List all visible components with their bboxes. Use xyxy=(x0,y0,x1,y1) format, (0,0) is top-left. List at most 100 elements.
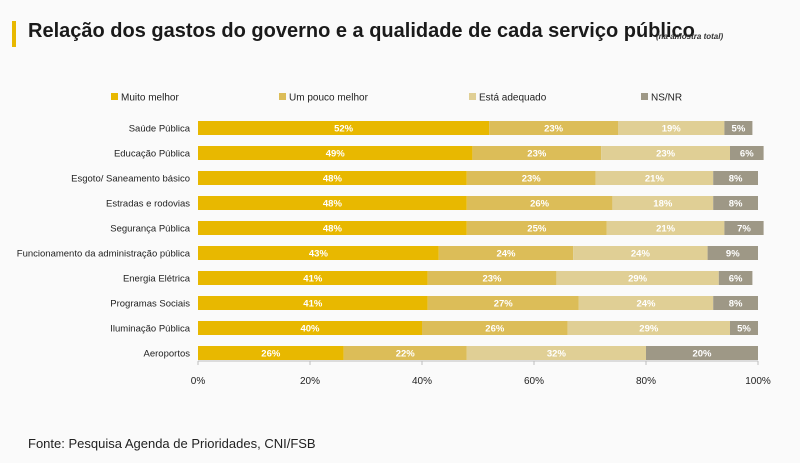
bar-segment-muito-melhor xyxy=(198,246,439,260)
data-label: 6% xyxy=(729,274,743,285)
category-label: Programas Sociais xyxy=(110,299,190,310)
data-label: 52% xyxy=(334,124,354,135)
bar-segment-um-pouco-melhor xyxy=(466,196,613,210)
data-label: 21% xyxy=(656,224,676,235)
data-label: 8% xyxy=(729,174,743,185)
legend-swatch xyxy=(111,93,118,100)
bar-segment-ns-nr xyxy=(713,171,758,185)
category-label: Educação Pública xyxy=(114,149,191,160)
bar-segment-ns-nr xyxy=(724,221,764,235)
bar-segment-esta-adequado xyxy=(606,221,725,235)
data-label: 41% xyxy=(303,299,323,310)
bar-segment-um-pouco-melhor xyxy=(427,271,557,285)
data-label: 49% xyxy=(326,149,346,160)
bar-segment-esta-adequado xyxy=(573,246,708,260)
bar-segment-um-pouco-melhor xyxy=(438,246,574,260)
bar-segment-muito-melhor xyxy=(198,296,428,310)
bar-segment-um-pouco-melhor xyxy=(343,346,467,360)
data-label: 8% xyxy=(729,299,743,310)
bar-segment-muito-melhor xyxy=(198,171,467,185)
bar-segment-ns-nr xyxy=(730,146,764,160)
bar-segment-esta-adequado xyxy=(556,271,719,285)
data-label: 25% xyxy=(527,224,547,235)
data-label: 24% xyxy=(496,249,516,260)
page-subtitle: (na amostra total) xyxy=(656,32,724,41)
data-label: 48% xyxy=(323,224,343,235)
legend-item-muito-melhor: Muito melhor xyxy=(111,93,179,104)
x-tick-label: 40% xyxy=(412,376,432,387)
data-label: 5% xyxy=(732,124,746,135)
data-label: 40% xyxy=(300,324,320,335)
bar-segment-ns-nr xyxy=(730,321,758,335)
data-label: 27% xyxy=(494,299,514,310)
data-label: 20% xyxy=(692,349,712,360)
data-label: 23% xyxy=(544,124,564,135)
bar-segment-muito-melhor xyxy=(198,346,344,360)
category-label: Aeroportos xyxy=(144,349,191,360)
data-label: 21% xyxy=(645,174,665,185)
legend-label: Está adequado xyxy=(479,93,547,104)
bar-segment-um-pouco-melhor xyxy=(466,221,607,235)
bar-segment-um-pouco-melhor xyxy=(489,121,618,135)
data-label: 29% xyxy=(639,324,659,335)
page-title: Relação dos gastos do governo e a qualid… xyxy=(28,20,695,42)
bar-segment-esta-adequado xyxy=(612,196,714,210)
data-label: 24% xyxy=(631,249,651,260)
legend-swatch xyxy=(279,93,286,100)
bar-segment-ns-nr xyxy=(713,296,758,310)
bar-segment-ns-nr xyxy=(718,271,753,285)
bar-segment-esta-adequado xyxy=(578,296,714,310)
bar-segment-esta-adequado xyxy=(618,121,725,135)
bar-segment-esta-adequado xyxy=(595,171,714,185)
bar-segment-um-pouco-melhor xyxy=(422,321,568,335)
bar-segment-esta-adequado xyxy=(567,321,730,335)
x-tick-label: 20% xyxy=(300,376,320,387)
bar-segment-esta-adequado xyxy=(466,346,646,360)
title-accent-bar xyxy=(12,21,16,47)
bar-segment-muito-melhor xyxy=(198,146,473,160)
data-label: 29% xyxy=(628,274,648,285)
legend-label: NS/NR xyxy=(651,93,682,104)
data-label: 6% xyxy=(740,149,754,160)
data-label: 23% xyxy=(527,149,547,160)
bar-segment-um-pouco-melhor xyxy=(472,146,602,160)
category-label: Energia Elétrica xyxy=(123,274,191,285)
category-label: Funcionamento da administração pública xyxy=(17,249,191,260)
bar-segment-um-pouco-melhor xyxy=(466,171,596,185)
x-tick-label: 100% xyxy=(745,376,771,387)
category-label: Segurança Pública xyxy=(110,224,190,235)
bar-segment-ns-nr xyxy=(646,346,758,360)
data-label: 24% xyxy=(636,299,656,310)
bar-segment-muito-melhor xyxy=(198,196,467,210)
data-label: 41% xyxy=(303,274,323,285)
data-label: 23% xyxy=(656,149,676,160)
legend-item-ns-nr: NS/NR xyxy=(641,93,682,104)
data-label: 9% xyxy=(726,249,740,260)
category-label: Esgoto/ Saneamento básico xyxy=(71,174,190,185)
data-label: 26% xyxy=(530,199,550,210)
bar-segment-muito-melhor xyxy=(198,271,428,285)
data-label: 7% xyxy=(737,224,751,235)
data-label: 26% xyxy=(485,324,505,335)
data-label: 22% xyxy=(396,349,416,360)
data-label: 18% xyxy=(653,199,673,210)
x-tick-label: 60% xyxy=(524,376,544,387)
data-label: 32% xyxy=(547,349,567,360)
legend-swatch xyxy=(469,93,476,100)
legend-item-um-pouco-melhor: Um pouco melhor xyxy=(279,93,369,104)
data-label: 43% xyxy=(309,249,329,260)
bar-segment-esta-adequado xyxy=(601,146,730,160)
data-label: 48% xyxy=(323,199,343,210)
data-label: 23% xyxy=(522,174,542,185)
data-label: 23% xyxy=(482,274,502,285)
data-label: 8% xyxy=(729,199,743,210)
legend-swatch xyxy=(641,93,648,100)
data-label: 26% xyxy=(261,349,281,360)
category-label: Saúde Pública xyxy=(129,124,191,135)
legend-item-esta-adequado: Está adequado xyxy=(469,93,547,104)
bar-segment-ns-nr xyxy=(713,196,758,210)
data-label: 19% xyxy=(662,124,682,135)
legend-label: Um pouco melhor xyxy=(289,93,369,104)
bar-segment-um-pouco-melhor xyxy=(427,296,579,310)
